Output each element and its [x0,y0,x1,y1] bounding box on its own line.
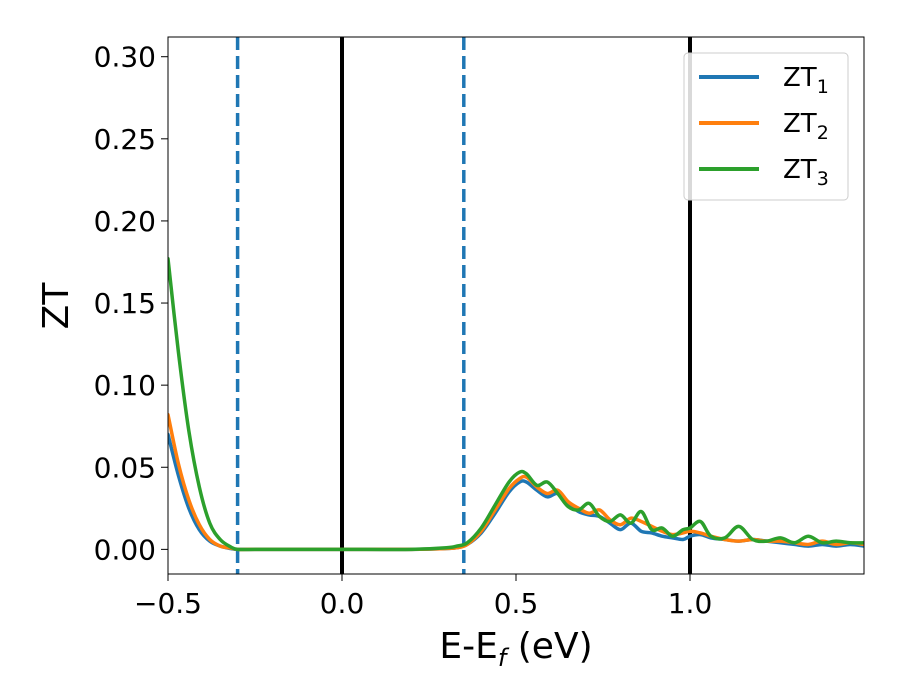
legend-label-2: ZT2 [783,109,829,144]
y-axis-ticks: 0.00 0.05 0.10 0.15 0.20 0.25 0.30 [94,41,168,566]
y-tick-label: 0.05 [94,451,156,484]
x-tick-label: 1.0 [668,587,713,620]
legend: ZT1 ZT2 ZT3 [683,52,849,201]
y-tick-label: 0.30 [94,41,156,74]
y-axis-label: ZT [36,282,77,330]
legend-box [683,52,849,201]
y-tick-label: 0.25 [94,123,156,156]
x-tick-label: 0.5 [494,587,539,620]
series-group [168,256,864,552]
y-tick-label: 0.20 [94,205,156,238]
legend-label-1: ZT1 [783,63,829,98]
y-tick-label: 0.10 [94,369,156,402]
y-tick-label: 0.15 [94,287,156,320]
x-tick-label: −0.5 [134,587,202,620]
series-line-3 [168,256,864,552]
x-axis-ticks: −0.5 0.0 0.5 1.0 [134,574,712,620]
y-tick-label: 0.00 [94,533,156,566]
legend-label-3: ZT3 [783,155,829,190]
x-tick-label: 0.0 [320,587,365,620]
x-axis-label: E-Ef (eV) [439,626,592,672]
